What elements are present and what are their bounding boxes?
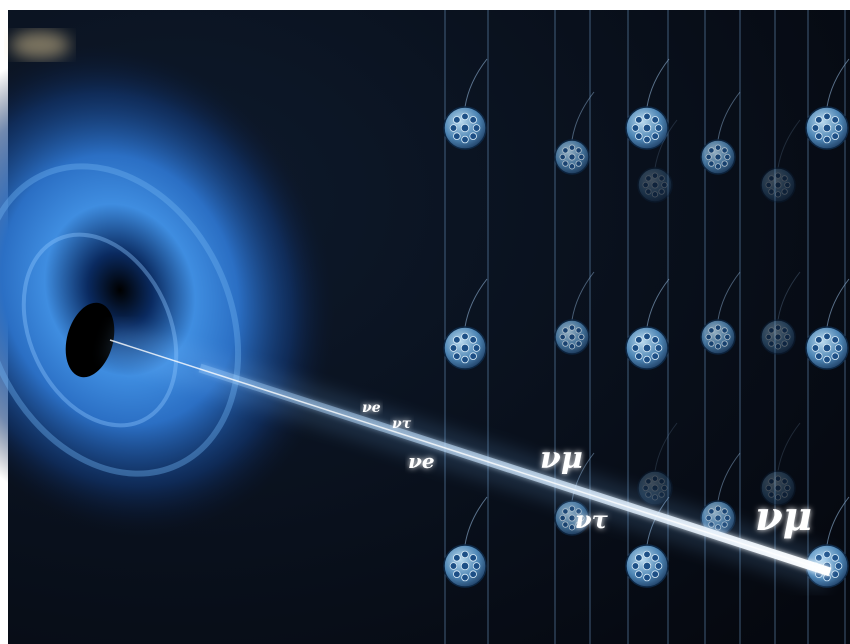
detector-module [700, 91, 741, 175]
neutrino-label: νμ [540, 441, 583, 476]
detector-module [760, 119, 801, 203]
detector-module [625, 278, 670, 370]
detector-module [625, 58, 670, 150]
detector-module [554, 271, 595, 355]
detector-module [637, 119, 678, 203]
detector-module [760, 271, 801, 355]
detector-module [700, 271, 741, 355]
detector-module [760, 422, 801, 506]
neutrino-label: νe [362, 400, 381, 416]
detector-module [625, 496, 670, 588]
detector-module [805, 278, 850, 370]
neutrino-label: ντ [392, 416, 412, 432]
detector-module [443, 496, 488, 588]
neutrino-beam [103, 320, 837, 592]
detector-module [443, 278, 488, 370]
detector-modules [443, 58, 850, 588]
neutrino-label: ντ [575, 505, 609, 534]
detector-module [443, 58, 488, 150]
neutrino-label: νμ [755, 493, 812, 540]
neutrino-labels: νe ντ νe νμ ντ νμ [362, 400, 812, 540]
detector-module [554, 91, 595, 175]
galaxy [0, 31, 336, 536]
detector-module [805, 58, 850, 150]
neutrino-label: νe [408, 449, 435, 473]
black-hole [65, 302, 115, 378]
